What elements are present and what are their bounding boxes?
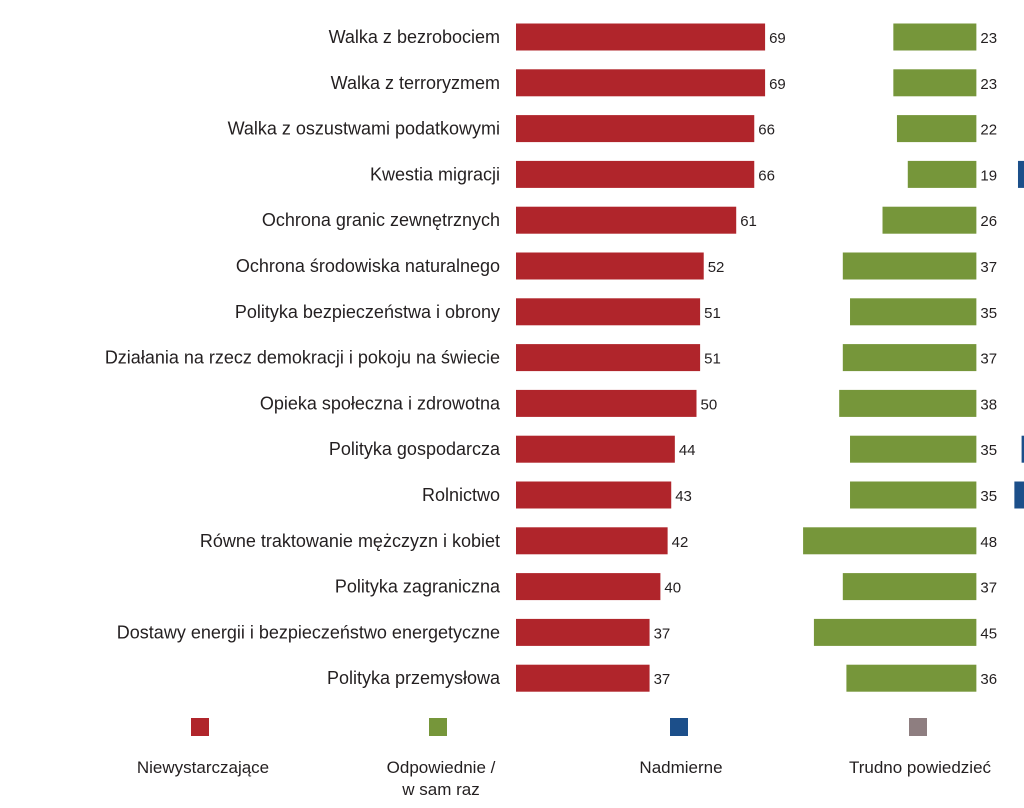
bar-1-row-8	[839, 389, 977, 417]
value-label: 37	[980, 580, 997, 597]
bar-1-row-0	[893, 23, 977, 51]
bar-1-row-13	[813, 618, 977, 646]
value-label: 43	[675, 488, 692, 505]
category-label: Walka z oszustwami podatkowymi	[228, 119, 500, 139]
value-label: 38	[980, 396, 997, 413]
bar-0-row-3	[516, 160, 755, 188]
value-label: 23	[980, 30, 997, 47]
bar-1-row-11	[803, 527, 977, 555]
legend-swatch	[670, 718, 688, 736]
legend-swatch	[429, 718, 447, 736]
value-label: 66	[758, 122, 775, 139]
value-label: 51	[704, 351, 721, 368]
value-label: 61	[740, 213, 757, 230]
bar-1-row-1	[893, 69, 977, 97]
bar-2-row-3	[1017, 160, 1024, 188]
value-label: 52	[708, 259, 725, 276]
bar-0-row-1	[516, 69, 766, 97]
legend-label: Niewystarczające	[136, 758, 270, 777]
bar-1-row-5	[842, 252, 977, 280]
legend-swatch	[909, 718, 927, 736]
value-label: 37	[980, 259, 997, 276]
bar-2-row-9	[1021, 435, 1024, 463]
bar-1-row-6	[850, 298, 977, 326]
bar-1-row-2	[896, 115, 977, 143]
legend-label: Odpowiednie / w sam raz	[341, 757, 541, 801]
bar-0-row-5	[516, 252, 704, 280]
value-label: 36	[980, 671, 997, 688]
value-label: 35	[980, 488, 997, 505]
bar-2-row-10	[1014, 481, 1024, 509]
value-label: 37	[654, 625, 671, 642]
bar-1-row-12	[842, 573, 977, 601]
value-label: 40	[664, 580, 681, 597]
category-label: Kwestia migracji	[370, 164, 500, 184]
value-label: 26	[980, 213, 997, 230]
bar-0-row-10	[516, 481, 672, 509]
category-label: Działania na rzecz demokracji i pokoju n…	[105, 348, 500, 368]
bar-1-row-10	[850, 481, 977, 509]
value-label: 23	[980, 76, 997, 93]
value-label: 66	[758, 167, 775, 184]
bar-0-row-4	[516, 206, 737, 234]
value-label: 50	[701, 396, 718, 413]
bar-1-row-14	[846, 664, 977, 692]
value-label: 37	[654, 671, 671, 688]
value-label: 44	[679, 442, 696, 459]
value-label: 48	[980, 534, 997, 551]
bar-0-row-13	[516, 618, 650, 646]
value-label: 35	[980, 442, 997, 459]
bar-0-row-6	[516, 298, 701, 326]
bar-0-row-11	[516, 527, 668, 555]
category-label: Ochrona granic zewnętrznych	[262, 210, 500, 230]
value-label: 35	[980, 305, 997, 322]
bar-0-row-7	[516, 344, 701, 372]
bar-0-row-14	[516, 664, 650, 692]
value-label: 22	[980, 122, 997, 139]
bar-0-row-9	[516, 435, 675, 463]
legend-label: Nadmierne	[639, 758, 723, 777]
value-label: 45	[980, 625, 997, 642]
category-label: Polityka zagraniczna	[335, 577, 501, 597]
value-label: 51	[704, 305, 721, 322]
bar-1-row-4	[882, 206, 977, 234]
bar-0-row-12	[516, 573, 661, 601]
bar-0-row-8	[516, 389, 697, 417]
category-label: Ochrona środowiska naturalnego	[236, 256, 500, 276]
category-label: Opieka społeczna i zdrowotna	[260, 393, 501, 413]
bar-1-row-9	[850, 435, 977, 463]
bar-0-row-0	[516, 23, 766, 51]
legend-label-line: Odpowiednie /	[386, 758, 496, 777]
category-label: Polityka bezpieczeństwa i obrony	[235, 302, 500, 322]
category-label: Walka z terroryzmem	[331, 73, 500, 93]
bar-0-row-2	[516, 115, 755, 143]
value-label: 69	[769, 76, 786, 93]
value-label: 42	[672, 534, 689, 551]
legend-label: Trudno powiedzieć	[848, 758, 992, 777]
category-label: Rolnictwo	[422, 485, 500, 505]
value-label: 37	[980, 351, 997, 368]
category-label: Równe traktowanie mężczyzn i kobiet	[200, 531, 500, 551]
category-label: Polityka gospodarcza	[329, 439, 501, 459]
category-label: Walka z bezrobociem	[329, 27, 500, 47]
value-label: 19	[980, 167, 997, 184]
bar-1-row-7	[842, 344, 977, 372]
category-label: Polityka przemysłowa	[327, 668, 501, 688]
value-label: 69	[769, 30, 786, 47]
legend-label-line: w sam raz	[402, 780, 480, 799]
legend-swatch	[191, 718, 209, 736]
bar-1-row-3	[907, 160, 977, 188]
category-label: Dostawy energii i bezpieczeństwo energet…	[117, 622, 500, 642]
